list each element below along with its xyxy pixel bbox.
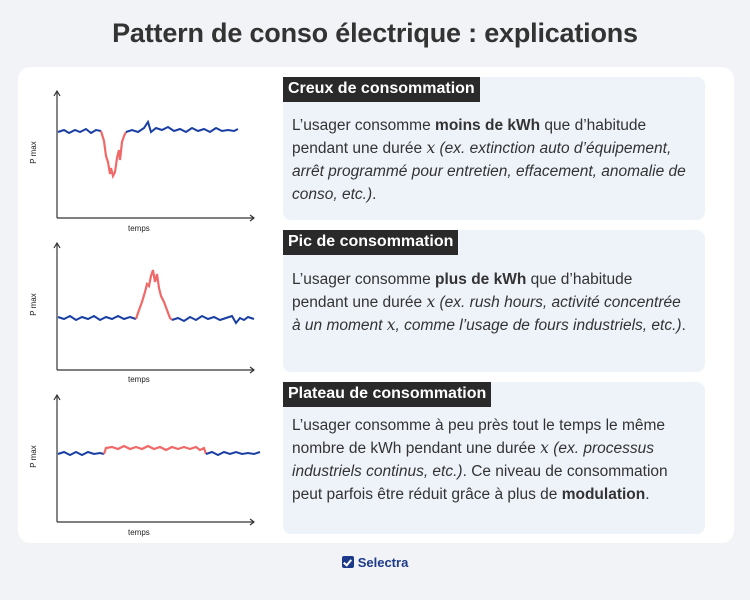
x-axis-label: temps (128, 375, 150, 384)
desc-bold: moins de kWh (435, 117, 541, 134)
heading-dip: Creux de consommation (283, 77, 480, 102)
desc-text: . (372, 186, 377, 203)
selectra-logo-icon (341, 556, 354, 568)
series-normal-left (57, 127, 102, 135)
x-axis-label: temps (128, 528, 150, 537)
desc-bold: plus de kWh (435, 271, 527, 288)
series-dip (99, 130, 127, 180)
desc-variable: x (386, 316, 396, 334)
x-axis-arrow (249, 214, 255, 222)
desc-text: L’usager consomme (292, 271, 436, 288)
chart-plateau: P max temps (29, 392, 264, 542)
desc-text: . (681, 317, 686, 334)
brand-name: Selectra (357, 555, 409, 570)
desc-variable: x (426, 293, 436, 311)
desc-text: L’usager consomme à peu près tout le tem… (292, 417, 666, 457)
series-plateau (102, 444, 208, 455)
y-axis-label: P max (28, 141, 38, 164)
y-axis-arrow (53, 241, 61, 249)
page-title: Pattern de conso électrique : explicatio… (112, 18, 638, 48)
desc-text: . (645, 486, 650, 503)
y-axis-label: P max (28, 445, 38, 468)
y-axis-arrow (53, 89, 61, 97)
desc-dip: L’usager consomme moins de kWh que d’hab… (292, 114, 692, 206)
x-axis-arrow (249, 518, 255, 526)
panel-plateau (283, 382, 705, 534)
desc-italic: (ex. processus industriels continus, etc… (292, 440, 655, 480)
x-axis-label: temps (128, 224, 150, 233)
desc-text: que d’habitude pendant une durée (292, 117, 647, 157)
desc-variable: x (540, 439, 549, 457)
chart-plateau-svg (53, 393, 261, 526)
heading-peak: Pic de consommation (283, 230, 459, 255)
x-axis-arrow (249, 366, 255, 374)
desc-text: L’usager consomme (292, 117, 436, 134)
chart-peak: P max temps (29, 240, 264, 390)
desc-text: que d’habitude pendant une durée (292, 271, 633, 311)
desc-peak: L’usager consomme plus de kWh que d’habi… (292, 268, 692, 337)
chart-dip-svg (53, 89, 255, 222)
series-normal-left (57, 450, 105, 457)
desc-italic: (ex. extinction auto d’équipement, arrêt… (292, 140, 686, 203)
desc-italic: , comme l’usage de fours industriels, et… (395, 317, 682, 334)
desc-italic: (ex. rush hours, activité concentrée à u… (292, 294, 681, 334)
heading-plateau: Plateau de consommation (283, 382, 492, 407)
series-normal-left (57, 314, 137, 322)
chart-dip: P max temps (29, 88, 264, 238)
series-normal-right (125, 119, 239, 134)
series-normal-right (205, 450, 261, 457)
y-axis-arrow (53, 393, 61, 401)
chart-peak-svg (53, 241, 255, 374)
series-peak (134, 269, 173, 321)
footer-brand: Selectra (0, 555, 750, 570)
desc-plateau: L’usager consomme à peu près tout le tem… (292, 414, 692, 506)
desc-text: . Ce niveau de consommation peut parfois… (292, 463, 668, 503)
desc-variable: x (426, 139, 436, 157)
y-axis-label: P max (28, 293, 38, 316)
series-normal-right (171, 314, 255, 325)
desc-bold: modulation (561, 486, 646, 503)
